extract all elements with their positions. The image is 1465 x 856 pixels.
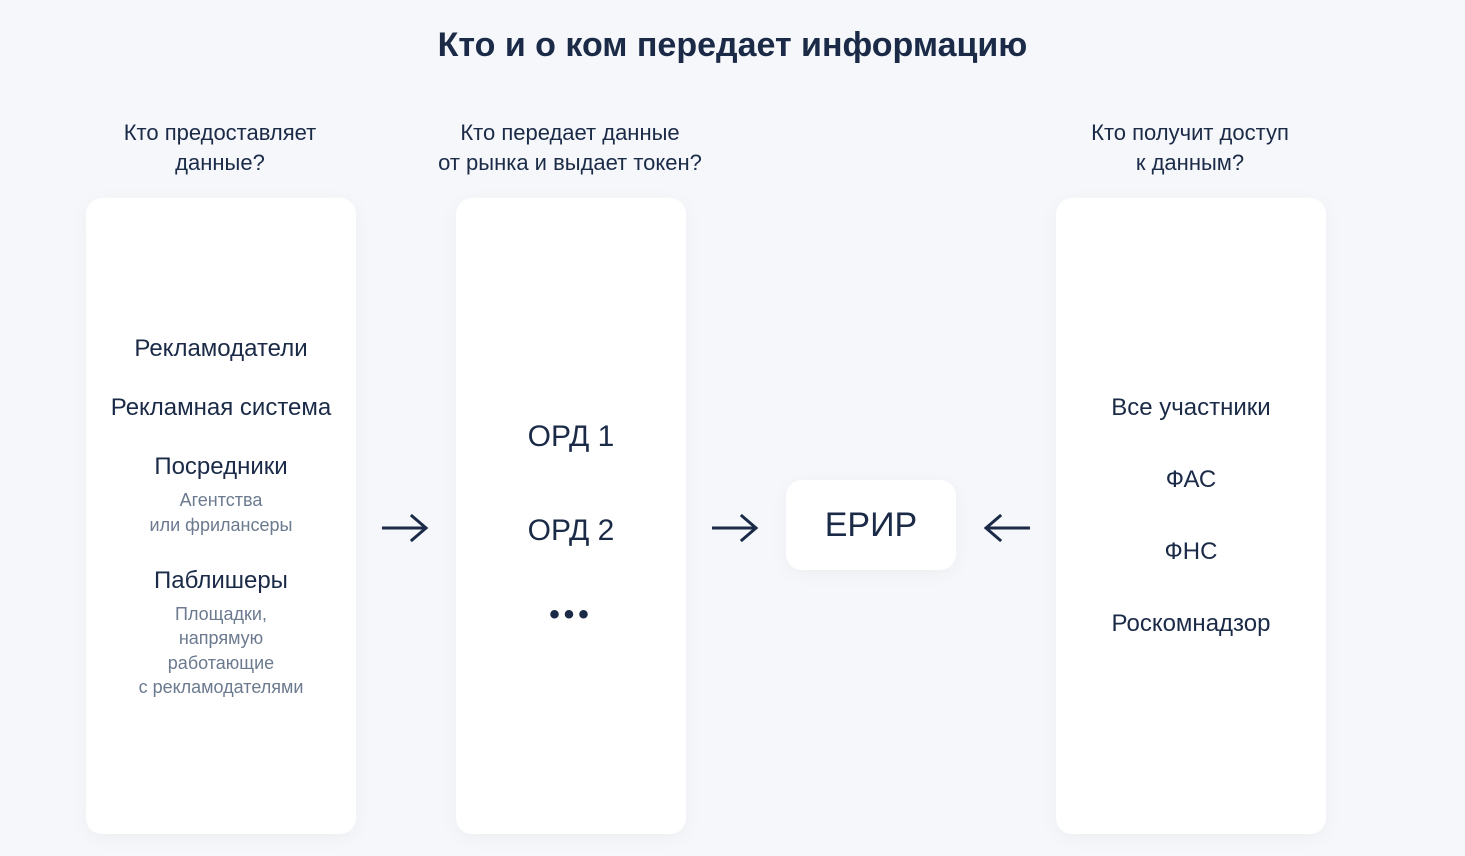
provider-sub: Агентстваили фрилансеры bbox=[150, 488, 293, 537]
arrow-right-icon bbox=[708, 508, 764, 548]
diagram-title: Кто и о ком передает информацию bbox=[0, 26, 1465, 65]
header-operators: Кто передает данныеот рынка и выдает ток… bbox=[430, 118, 710, 177]
access-item: ФАС bbox=[1166, 466, 1217, 494]
provider-item: Рекламная система bbox=[111, 392, 332, 423]
provider-label: Посредники bbox=[150, 451, 293, 482]
access-item: Все участники bbox=[1111, 394, 1270, 422]
card-operators: ОРД 1 ОРД 2 ••• bbox=[456, 198, 686, 834]
ord-item: ОРД 1 bbox=[528, 420, 615, 454]
provider-item: Паблишеры Площадки,напрямуюработающиес р… bbox=[139, 565, 304, 699]
ord-ellipsis: ••• bbox=[549, 598, 593, 632]
registry-label: ЕРИР bbox=[825, 506, 917, 545]
access-item: ФНС bbox=[1165, 538, 1218, 566]
header-access: Кто получит доступк данным? bbox=[1050, 118, 1330, 177]
provider-item: Рекламодатели bbox=[134, 333, 307, 364]
card-access: Все участники ФАС ФНС Роскомнадзор bbox=[1056, 198, 1326, 834]
header-providers: Кто предоставляетданные? bbox=[80, 118, 360, 177]
arrow-right-icon bbox=[378, 508, 434, 548]
provider-sub: Площадки,напрямуюработающиес рекламодате… bbox=[139, 602, 304, 699]
arrow-left-icon bbox=[978, 508, 1034, 548]
card-providers: Рекламодатели Рекламная система Посредни… bbox=[86, 198, 356, 834]
ord-item: ОРД 2 bbox=[528, 514, 615, 548]
provider-label: Паблишеры bbox=[139, 565, 304, 596]
provider-item: Посредники Агентстваили фрилансеры bbox=[150, 451, 293, 537]
provider-label: Рекламная система bbox=[111, 392, 332, 423]
access-item: Роскомнадзор bbox=[1112, 610, 1271, 638]
provider-label: Рекламодатели bbox=[134, 333, 307, 364]
card-registry: ЕРИР bbox=[786, 480, 956, 570]
